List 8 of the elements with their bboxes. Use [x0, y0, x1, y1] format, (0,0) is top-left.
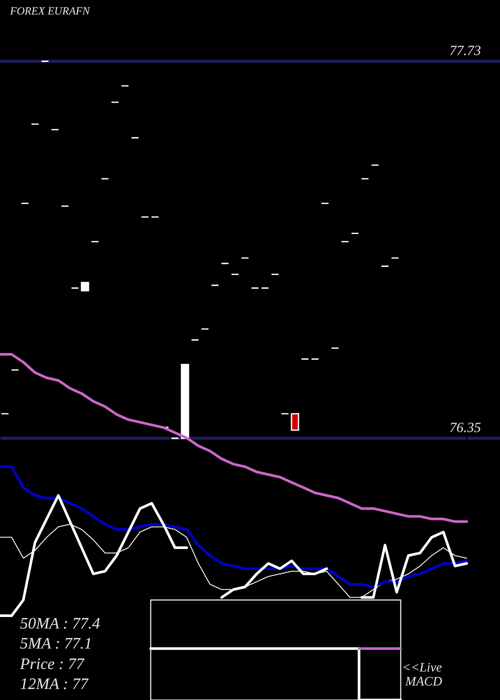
text: Price : 77 [19, 656, 85, 673]
chart-title: FOREX EURAFN [9, 6, 90, 18]
text: 5MA : 77.1 [20, 636, 92, 653]
y-tick-label: 77.73 [450, 44, 481, 59]
y-tick-label: 76.35 [450, 420, 481, 436]
text: 12MA : 77 [20, 676, 90, 694]
text: <<Live MACD [402, 660, 443, 688]
annotation: 50MA : 77.4 [20, 616, 100, 632]
